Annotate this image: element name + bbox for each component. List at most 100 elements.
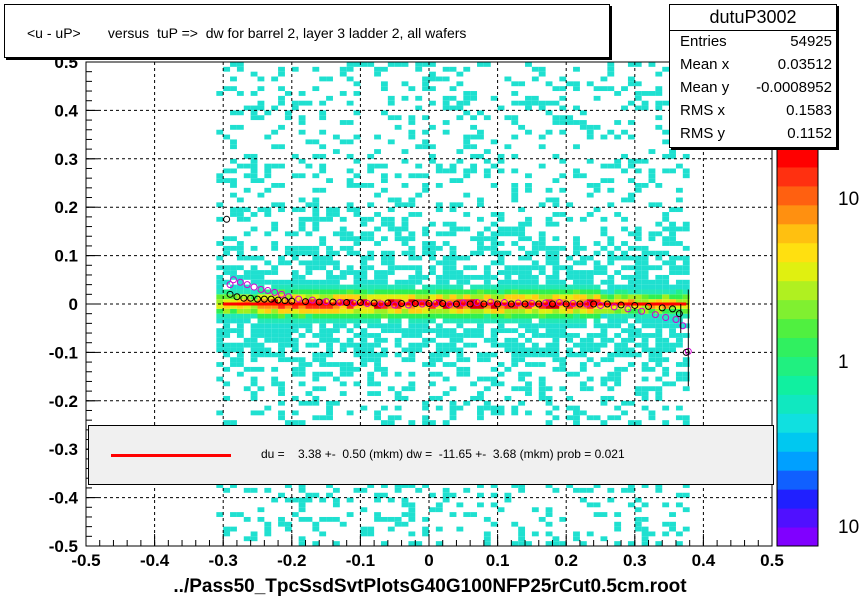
heatmap-cell xyxy=(380,323,388,329)
heatmap-cell xyxy=(312,153,320,159)
heatmap-cell xyxy=(627,337,635,343)
heatmap-cell xyxy=(319,260,327,266)
heatmap-cell xyxy=(552,323,560,329)
heatmap-cell xyxy=(579,274,587,280)
heatmap-cell xyxy=(353,279,361,285)
colorbar-segment xyxy=(777,148,818,168)
heatmap-cell xyxy=(429,308,436,314)
heatmap-cell xyxy=(360,216,368,222)
heatmap-cell xyxy=(223,299,231,304)
heatmap-cell xyxy=(463,91,471,96)
heatmap-cell xyxy=(518,207,526,213)
title-box: <u - uP> versus tuP => dw for barrel 2, … xyxy=(4,4,610,58)
heatmap-cell xyxy=(483,173,491,179)
heatmap-cell xyxy=(415,323,423,329)
heatmap-cell xyxy=(682,153,690,159)
heatmap-cell xyxy=(278,144,285,150)
heatmap-cell xyxy=(442,168,450,174)
heatmap-cell xyxy=(401,308,409,314)
heatmap-cell xyxy=(662,260,670,266)
heatmap-cell xyxy=(319,337,327,343)
heatmap-cell xyxy=(614,308,622,314)
heatmap-cell xyxy=(669,333,676,338)
heatmap-cell xyxy=(312,400,320,406)
heatmap-cell xyxy=(621,328,628,334)
heatmap-cell xyxy=(415,95,423,101)
heatmap-cell xyxy=(291,410,299,416)
heatmap-cell xyxy=(387,270,395,275)
heatmap-cell xyxy=(250,357,258,363)
heatmap-cell xyxy=(545,318,553,324)
profile-point-black xyxy=(267,295,275,303)
heatmap-cell xyxy=(422,299,429,304)
heatmap-cell xyxy=(284,420,292,425)
heatmap-cell xyxy=(669,221,676,227)
heatmap-cell xyxy=(621,197,628,203)
heatmap-cell xyxy=(415,255,423,261)
heatmap-cell xyxy=(621,226,628,232)
heatmap-cell xyxy=(367,391,375,396)
heatmap-cell xyxy=(662,347,670,353)
heatmap-cell xyxy=(579,541,587,546)
heatmap-cell xyxy=(305,231,313,237)
heatmap-cell xyxy=(367,265,375,271)
heatmap-cell xyxy=(230,168,237,174)
heatmap-cell xyxy=(573,410,580,416)
heatmap-cell xyxy=(607,357,615,363)
heatmap-cell xyxy=(456,100,464,106)
heatmap-cell xyxy=(525,386,532,392)
heatmap-cell xyxy=(518,333,526,338)
heatmap-cell xyxy=(641,91,649,96)
heatmap-cell xyxy=(607,236,615,242)
heatmap-cell xyxy=(634,318,642,324)
heatmap-cell xyxy=(408,381,416,387)
heatmap-cell xyxy=(682,483,690,488)
heatmap-cell xyxy=(223,134,231,140)
heatmap-cell xyxy=(284,323,292,329)
heatmap-cell xyxy=(600,313,608,319)
heatmap-cell xyxy=(531,250,539,256)
heatmap-cell xyxy=(621,153,628,159)
heatmap-cell xyxy=(477,492,484,498)
heatmap-cell xyxy=(669,328,676,334)
heatmap-cell xyxy=(278,66,285,72)
heatmap-cell xyxy=(374,415,381,421)
heatmap-cell xyxy=(518,352,526,358)
heatmap-cell xyxy=(634,386,642,392)
heatmap-cell xyxy=(380,163,388,169)
heatmap-cell xyxy=(435,395,443,401)
heatmap-cell xyxy=(518,487,526,493)
heatmap-cell xyxy=(456,333,464,338)
heatmap-cell xyxy=(326,304,333,309)
heatmap-cell xyxy=(641,376,649,382)
heatmap-cell xyxy=(257,386,265,392)
heatmap-cell xyxy=(422,516,429,522)
heatmap-cell xyxy=(360,352,368,358)
heatmap-cell xyxy=(634,255,642,261)
heatmap-cell xyxy=(243,270,251,275)
heatmap-cell xyxy=(415,308,423,314)
colorbar-segment xyxy=(777,242,818,263)
heatmap-cell xyxy=(243,289,251,295)
heatmap-cell xyxy=(607,487,615,493)
heatmap-cell xyxy=(511,294,519,300)
heatmap-cell xyxy=(573,405,580,411)
heatmap-cell xyxy=(312,139,320,145)
heatmap-cell xyxy=(278,391,285,396)
heatmap-cell xyxy=(525,270,532,275)
heatmap-cell xyxy=(456,323,464,329)
heatmap-cell xyxy=(401,502,409,508)
heatmap-cell xyxy=(360,362,368,367)
heatmap-cell xyxy=(449,226,457,232)
heatmap-cell xyxy=(401,299,409,304)
heatmap-cell xyxy=(374,308,381,314)
heatmap-cell xyxy=(621,216,628,222)
heatmap-cell xyxy=(271,323,279,329)
heatmap-cell xyxy=(662,299,670,304)
profile-point-magenta xyxy=(597,301,604,309)
heatmap-cell xyxy=(250,381,258,387)
heatmap-cell xyxy=(422,250,429,256)
heatmap-cell xyxy=(586,289,594,295)
heatmap-cell xyxy=(422,231,429,237)
heatmap-cell xyxy=(531,323,539,329)
